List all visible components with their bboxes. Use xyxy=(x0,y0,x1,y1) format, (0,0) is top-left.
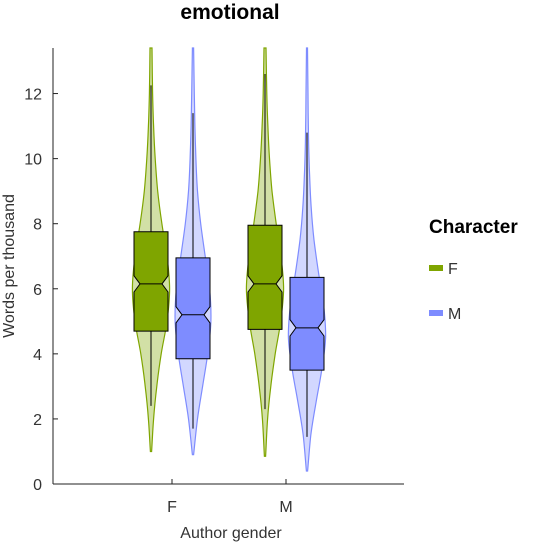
x-axis-label: Author gender xyxy=(180,525,282,542)
y-axis-label: Words per thousand xyxy=(1,194,18,338)
y-tick-label: 0 xyxy=(33,477,42,494)
plot-area xyxy=(131,47,327,472)
chart-title: emotional xyxy=(180,1,279,24)
y-tick-label: 2 xyxy=(33,412,42,429)
legend-swatch-m xyxy=(429,310,443,316)
x-tick-label: F xyxy=(167,499,177,516)
legend-label-m: M xyxy=(448,306,461,323)
x-tick-label: M xyxy=(279,499,292,516)
box-f-f xyxy=(133,231,169,332)
legend: Character F M xyxy=(429,217,518,323)
box-f-m xyxy=(247,224,283,330)
y-tick-label: 12 xyxy=(24,87,42,104)
y-tick-label: 10 xyxy=(24,152,42,169)
legend-title: Character xyxy=(429,217,518,238)
legend-label-f: F xyxy=(448,261,458,278)
legend-swatch-f xyxy=(429,265,443,271)
y-tick-label: 6 xyxy=(33,282,42,299)
box-m-f xyxy=(175,257,211,360)
y-tick-label: 8 xyxy=(33,217,42,234)
axes: 0 2 4 6 8 10 12 F M xyxy=(24,48,404,516)
box-m-m xyxy=(289,276,325,371)
y-tick-label: 4 xyxy=(33,347,42,364)
